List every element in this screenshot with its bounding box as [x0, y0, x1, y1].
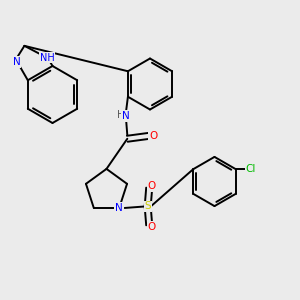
Text: O: O	[149, 131, 158, 141]
Text: S: S	[144, 202, 151, 212]
Text: Cl: Cl	[246, 164, 256, 174]
Text: N: N	[115, 203, 123, 213]
Text: N: N	[13, 57, 21, 67]
Text: H: H	[117, 110, 124, 120]
Text: O: O	[148, 222, 156, 232]
Text: NH: NH	[40, 52, 55, 63]
Text: O: O	[148, 182, 156, 191]
Text: N: N	[122, 111, 130, 121]
